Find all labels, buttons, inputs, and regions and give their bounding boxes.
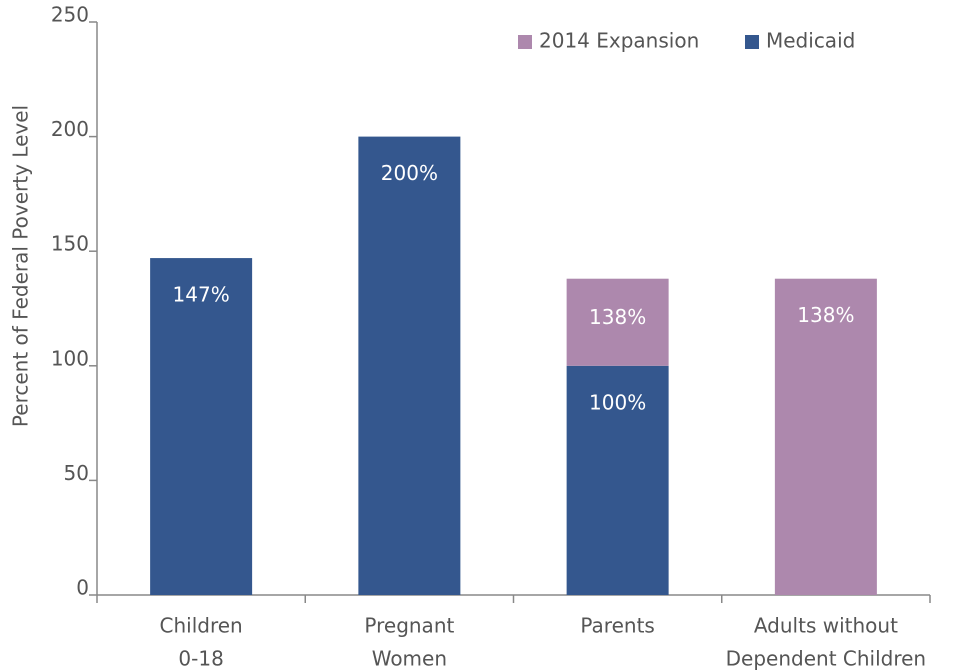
bar-segment	[358, 136, 461, 595]
y-axis-label: Percent of Federal Poverty Level	[9, 105, 33, 427]
value-label: 200%	[381, 161, 438, 185]
legend-swatch	[518, 35, 532, 49]
x-tick-label: Women	[372, 647, 447, 670]
bar-segment	[150, 258, 253, 595]
bar-segment	[566, 365, 669, 595]
x-tick-label: Dependent Children	[726, 647, 926, 670]
bar-segment	[774, 278, 877, 595]
value-label: 147%	[173, 283, 230, 307]
y-tick-label: 250	[51, 3, 89, 27]
legend-label: 2014 Expansion	[539, 29, 699, 53]
value-label: 138%	[589, 305, 646, 329]
x-tick-label: Adults without	[754, 614, 898, 638]
value-label: 100%	[589, 390, 646, 414]
x-tick-label: Pregnant	[364, 614, 454, 638]
bar-segment	[566, 278, 669, 366]
x-tick-label: 0-18	[178, 647, 223, 670]
y-tick-label: 50	[64, 461, 89, 485]
y-tick-label: 200	[51, 117, 89, 141]
y-tick-label: 100	[51, 346, 89, 370]
legend-swatch	[745, 35, 759, 49]
legend-label: Medicaid	[766, 29, 855, 53]
y-tick-label: 150	[51, 232, 89, 256]
y-tick-label: 0	[76, 576, 89, 600]
x-tick-label: Children	[160, 614, 243, 638]
x-tick-label: Parents	[580, 614, 654, 638]
value-label: 138%	[797, 303, 854, 327]
